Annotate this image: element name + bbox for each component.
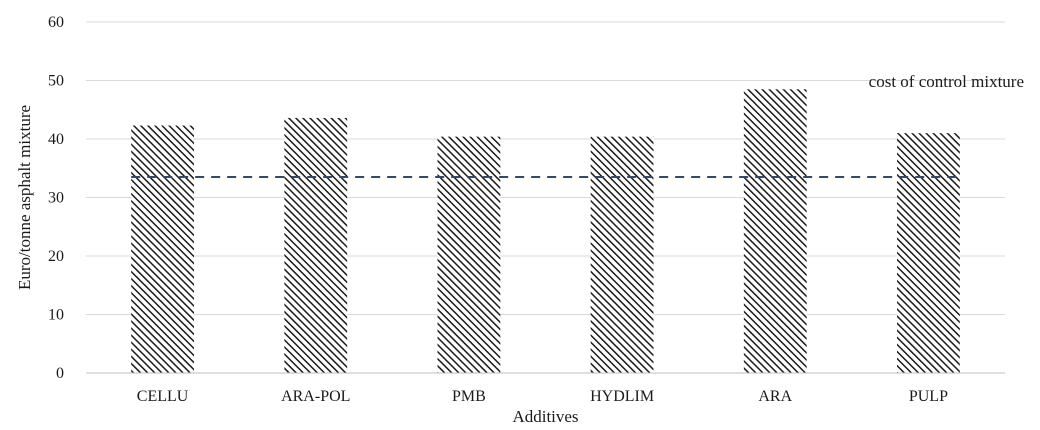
y-axis-title: Euro/tonne asphalt mixture	[15, 105, 34, 290]
y-tick-label: 30	[48, 190, 64, 207]
gridlines	[86, 21, 1005, 315]
reference-line-label: cost of control mixture	[869, 72, 1024, 91]
x-tick-label: ARA	[758, 388, 792, 405]
x-axis-title: Additives	[512, 407, 578, 426]
x-tick-label: HYDLIM	[590, 388, 654, 405]
y-tick-label: 0	[56, 365, 64, 382]
y-tick-label: 50	[48, 73, 64, 90]
axes: 0 10 20 30 40 50 60 CELLU ARA-POL PMB HYDLIM ARA PUL…	[48, 14, 1005, 405]
y-tick-label: 40	[48, 131, 64, 148]
y-tick-label: 20	[48, 248, 64, 265]
bar-ara	[743, 89, 807, 374]
bar-pmb	[437, 136, 501, 373]
y-tick-label: 10	[48, 307, 64, 324]
x-tick-label: ARA-POL	[281, 388, 350, 405]
x-tick-label: CELLU	[137, 388, 189, 405]
bars	[131, 89, 960, 374]
x-tick-label: PMB	[452, 388, 486, 405]
x-tick-label: PULP	[909, 388, 948, 405]
bar-ara-pol	[284, 117, 348, 373]
bar-hydlim	[590, 136, 654, 373]
bar-pulp	[897, 133, 960, 373]
bar-cellu	[131, 125, 194, 373]
y-tick-label: 60	[48, 14, 64, 31]
